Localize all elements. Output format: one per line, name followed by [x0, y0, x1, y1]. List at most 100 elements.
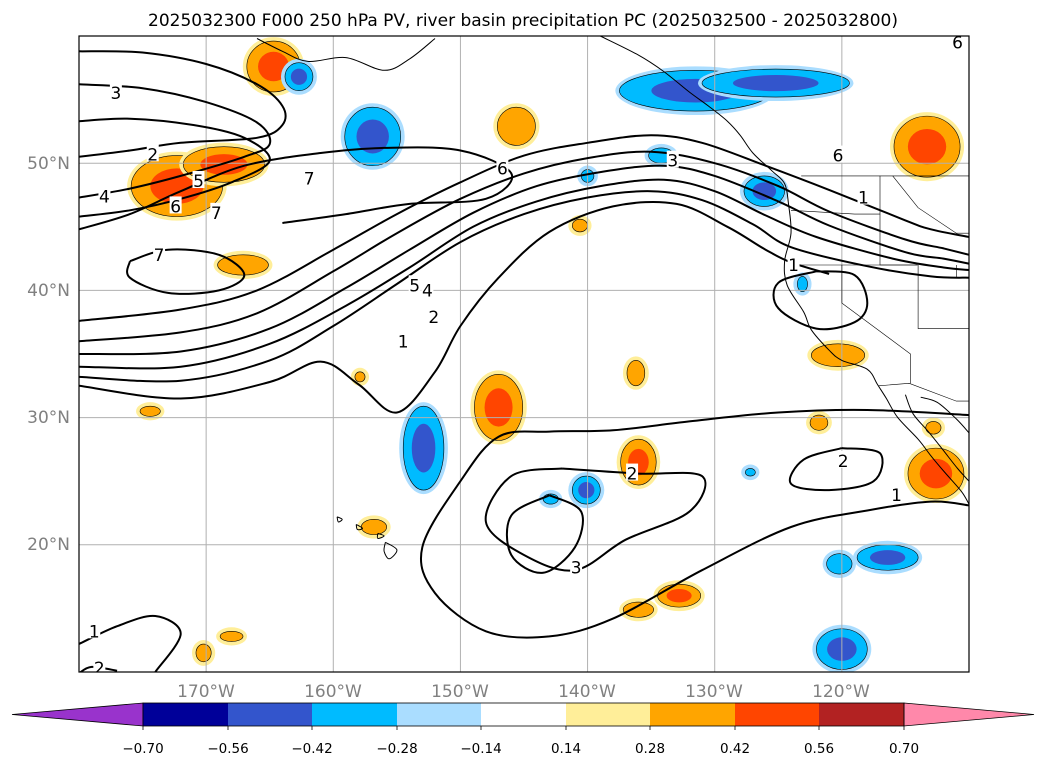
pv-contour-sw-1	[79, 614, 182, 672]
coastlines	[256, 36, 969, 560]
contour-label: 6	[951, 33, 964, 53]
precip-level	[360, 519, 387, 535]
colorbar-segment	[819, 703, 904, 726]
lon-tick-label: 170°W	[177, 682, 235, 702]
lon-tick-label: 130°W	[685, 682, 743, 702]
precip-level	[869, 550, 906, 565]
colorbar-tick-label: −0.14	[460, 741, 501, 757]
colorbar-segment	[312, 703, 397, 726]
precip-level	[797, 276, 808, 292]
precip-level	[290, 68, 308, 85]
contour-label: 2	[837, 450, 850, 472]
colorbar-segment	[481, 703, 566, 726]
pv-contour-jet-4	[79, 178, 969, 370]
lon-tick-label: 120°W	[812, 682, 870, 702]
precip-patch	[622, 356, 649, 390]
precip-level	[496, 106, 536, 146]
precip-patch	[136, 402, 165, 421]
contour-label: 1	[857, 187, 870, 209]
precip-patch	[340, 103, 405, 170]
precip-level	[907, 128, 947, 165]
contour-label: 1	[890, 485, 903, 506]
coast-hawaii-3	[355, 523, 363, 531]
contour-label: 3	[666, 150, 679, 172]
contour-label-text: 6	[170, 197, 181, 217]
precip-patch	[399, 402, 448, 495]
precip-patch	[921, 417, 946, 439]
pv-contour-jet-1	[79, 134, 969, 322]
colorbar-tick-label: 0.70	[889, 741, 919, 757]
precip-level	[354, 371, 366, 383]
precip-patch	[653, 580, 705, 612]
contour-label-text: 6	[952, 33, 963, 53]
contour-label-text: 4	[422, 281, 433, 301]
contour-label-text: 2	[627, 465, 638, 485]
precip-patch	[822, 549, 857, 579]
precip-level	[809, 414, 829, 431]
precip-level	[139, 405, 161, 417]
precipitation-layer	[127, 37, 968, 672]
figure-title: 2025032300 F000 250 hPa PV, river basin …	[148, 11, 898, 31]
precip-patch	[357, 515, 391, 539]
contour-label: 5	[192, 171, 205, 192]
precip-patch	[350, 367, 370, 386]
precip-patch	[807, 339, 869, 371]
precip-level	[752, 182, 777, 201]
pv-contour-jet-6	[79, 201, 830, 414]
precip-level	[195, 643, 212, 663]
contour-label: 7	[153, 244, 166, 266]
contour-label: 3	[109, 83, 122, 104]
contour-label-text: 5	[409, 276, 420, 296]
pv-contour-subtrop-1	[419, 408, 969, 639]
coast-hawaii-2	[376, 532, 385, 539]
coast-mexico	[920, 396, 969, 434]
colorbar-tick-label: 0.28	[635, 741, 665, 757]
precip-level	[356, 119, 389, 154]
contour-label: 4	[421, 280, 434, 301]
colorbar-extend-high	[903, 702, 1035, 727]
lat-tick-label: 40°N	[27, 281, 70, 301]
precip-level	[622, 601, 654, 618]
pv-contour-subtrop-2	[484, 467, 707, 572]
longitude-ticks: 170°W 160°W 150°W 140°W 130°W 120°W	[177, 682, 870, 702]
colorbar-segment	[143, 703, 228, 726]
precip-level	[826, 553, 853, 575]
border-id-nv	[879, 214, 969, 329]
precip-patch	[806, 411, 832, 435]
precip-level	[919, 458, 953, 489]
contour-label-text: 3	[667, 152, 678, 172]
colorbar-frame	[142, 702, 905, 727]
border-id-mt	[892, 175, 969, 234]
colorbar-segment	[566, 703, 650, 726]
precip-patch	[470, 370, 527, 445]
pv-contour-jet-3	[79, 164, 969, 356]
coast-hawaii-4	[336, 516, 343, 523]
pv-contour-subtrop-3	[505, 494, 584, 574]
contour-label-text: 7	[154, 246, 165, 266]
contour-label-text: 7	[211, 204, 222, 224]
contour-label: 1	[787, 254, 800, 276]
precip-patch	[698, 65, 854, 102]
pv-contour-low-1	[772, 270, 869, 331]
coast-alaska-panhandle	[600, 36, 969, 505]
colorbar-extend-low	[11, 702, 144, 727]
latitude-ticks: 50°N 40°N 30°N 20°N	[27, 154, 70, 555]
contour-label: 3	[570, 557, 583, 579]
colorbar: −0.70 −0.56 −0.42 −0.28 −0.14 0.14 0.28 …	[11, 702, 1035, 757]
contour-label: 7	[303, 168, 316, 189]
pv-contour-jet-5	[79, 190, 969, 383]
contour-label-text: 2	[147, 145, 158, 165]
lon-tick-label: 160°W	[304, 682, 362, 702]
lon-tick-label: 150°W	[431, 682, 489, 702]
precip-patch	[568, 472, 605, 509]
contour-label-text: 2	[94, 659, 105, 679]
colorbar-tick-label: −0.42	[291, 741, 332, 757]
contour-label-text: 3	[571, 559, 582, 579]
colorbar-tick-label: 0.14	[551, 741, 581, 757]
precip-level	[578, 481, 595, 499]
contour-label-text: 3	[110, 84, 121, 104]
pv-contour-closed-2-east	[788, 447, 884, 492]
precip-level	[744, 468, 756, 477]
